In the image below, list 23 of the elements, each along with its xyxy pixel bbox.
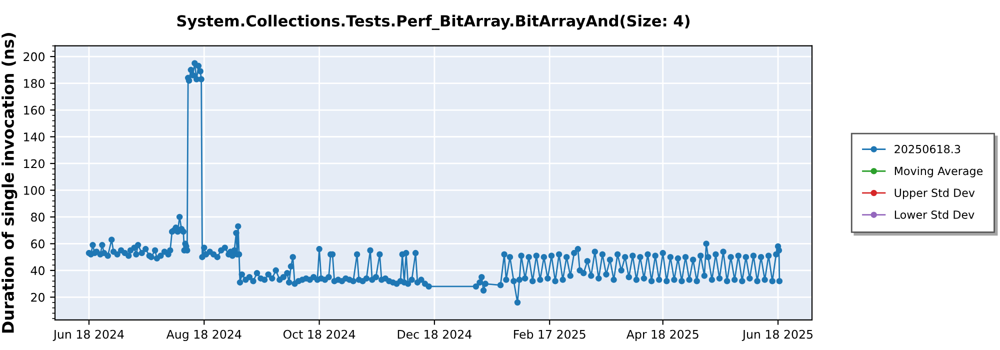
x-tick-label: Feb 17 2025 [514, 330, 586, 339]
y-tick-label: 20 [31, 292, 44, 302]
x-tick-label: Apr 18 2025 [626, 330, 698, 342]
y-tick-label: 180 [24, 79, 44, 88]
y-tick-label: 160 [24, 106, 44, 115]
y-tick-label: 200 [24, 52, 44, 62]
chart-title: System.Collections.Tests.Perf_BitArray.BitArrayAnd(Size: 4) [177, 14, 690, 30]
legend-label: Moving Average [894, 166, 983, 178]
y-tick-label: 120 [24, 159, 44, 168]
y-tick-label: 100 [24, 186, 44, 195]
y-tick-label: 80 [31, 212, 44, 222]
y-axis-title: Duration of single invocation (ns) [2, 33, 18, 333]
x-tick-label: Jun 18 2025 [742, 330, 812, 341]
y-tick-label: 40 [30, 266, 44, 276]
x-tick-label: Aug 18 2024 [166, 330, 242, 342]
y-tick-label: 140 [24, 132, 44, 142]
x-tick-label: Jun 18 2024 [52, 330, 124, 341]
y-tick-label: 60 [31, 239, 44, 248]
legend-label: 20250618.3 [894, 144, 960, 154]
x-tick-label: Dec 18 2024 [398, 330, 472, 339]
legend-label: Upper Std Dev [894, 188, 975, 200]
x-tick-label: Oct 18 2024 [283, 330, 356, 339]
legend-label: Lower Std Dev [894, 210, 974, 219]
